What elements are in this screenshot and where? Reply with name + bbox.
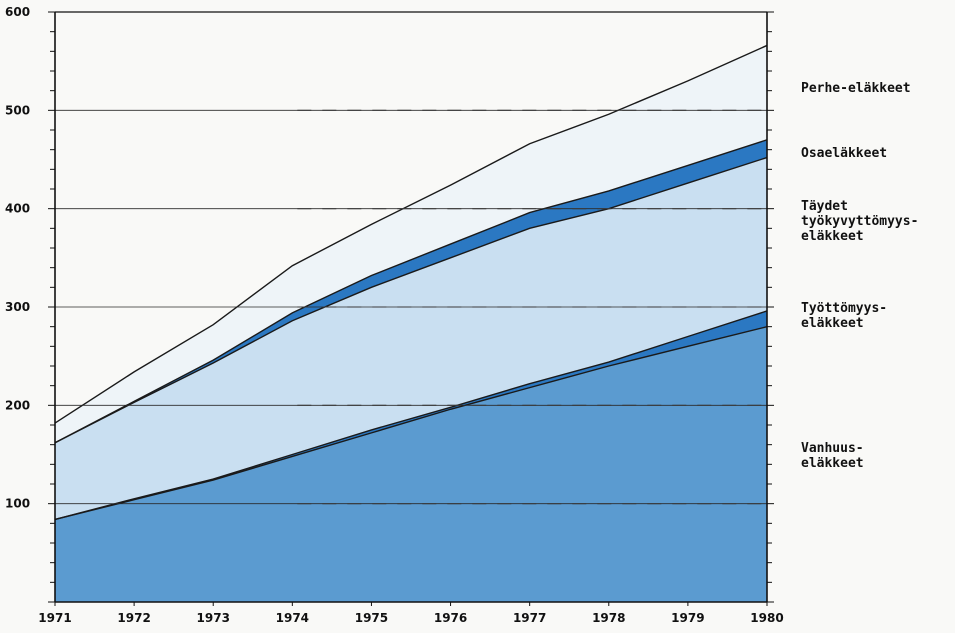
- y-tick-label-200: 200: [5, 398, 30, 412]
- label-perhe-eläkkeet: Perhe-eläkkeet: [801, 81, 911, 96]
- label-line-työttömyys-eläkkeet-0: Työttömyys-: [801, 301, 887, 316]
- label-line-työttömyys-eläkkeet-1: eläkkeet: [801, 316, 864, 331]
- label-line-vanhuus-eläkkeet-0: Vanhuus-: [801, 441, 864, 456]
- x-tick-label-1972: 1972: [117, 611, 150, 625]
- stacked-areas: [55, 45, 767, 602]
- x-tick-label-1980: 1980: [750, 611, 783, 625]
- label-line-osaeläkkeet-0: Osaeläkkeet: [801, 146, 887, 161]
- x-tick-label-1975: 1975: [355, 611, 388, 625]
- y-tick-label-100: 100: [5, 497, 30, 511]
- area-täydet-työkyvyttömyys-eläkkeet: [55, 157, 767, 520]
- y-tick-label-600: 600: [5, 5, 30, 19]
- series-labels: Vanhuus-eläkkeetTyöttömyys-eläkkeetTäyde…: [801, 81, 918, 471]
- label-line-täydet-työkyvyttömyys-eläkkeet-0: Täydet: [801, 199, 848, 214]
- line-työttömyys-eläkkeet: [54, 310, 768, 521]
- series-outlines: [54, 44, 768, 521]
- label-line-vanhuus-eläkkeet-1: eläkkeet: [801, 456, 864, 471]
- x-tick-label-1977: 1977: [513, 611, 546, 625]
- x-tick-label-1976: 1976: [434, 611, 467, 625]
- y-tick-label-400: 400: [5, 202, 30, 216]
- x-axis-tick-labels: 1971 1972 1973 1974 1975 1976 1977 1978 1979 1980: [38, 611, 783, 625]
- area-osaeläkkeet: [55, 139, 767, 443]
- label-vanhuus-eläkkeet: Vanhuus-eläkkeet: [801, 441, 864, 471]
- y-axis-tick-labels: 100 200 300 400 500 600: [5, 5, 30, 511]
- y-tick-label-500: 500: [5, 103, 30, 117]
- line-täydet-työkyvyttömyys-eläkkeet: [54, 156, 768, 444]
- area-perhe-eläkkeet: [55, 45, 767, 443]
- line-perhe-eläkkeet: [54, 44, 768, 424]
- x-tick-label-1974: 1974: [276, 611, 309, 625]
- x-tick-label-1973: 1973: [197, 611, 230, 625]
- line-vanhuus-eläkkeet: [54, 325, 768, 521]
- label-osaeläkkeet: Osaeläkkeet: [801, 146, 887, 161]
- x-tick-label-1971: 1971: [38, 611, 71, 625]
- y-tick-label-300: 300: [5, 300, 30, 314]
- x-tick-label-1979: 1979: [671, 611, 704, 625]
- label-line-täydet-työkyvyttömyys-eläkkeet-1: työkyvyttömyys-: [801, 214, 918, 229]
- x-tick-label-1978: 1978: [592, 611, 625, 625]
- line-osaeläkkeet: [54, 139, 768, 444]
- area-vanhuus-eläkkeet: [55, 326, 767, 602]
- gridlines: [55, 109, 767, 505]
- label-line-perhe-eläkkeet-0: Perhe-eläkkeet: [801, 81, 911, 96]
- label-työttömyys-eläkkeet: Työttömyys-eläkkeet: [801, 301, 887, 331]
- axes: [48, 11, 774, 606]
- label-line-täydet-työkyvyttömyys-eläkkeet-2: eläkkeet: [801, 229, 864, 244]
